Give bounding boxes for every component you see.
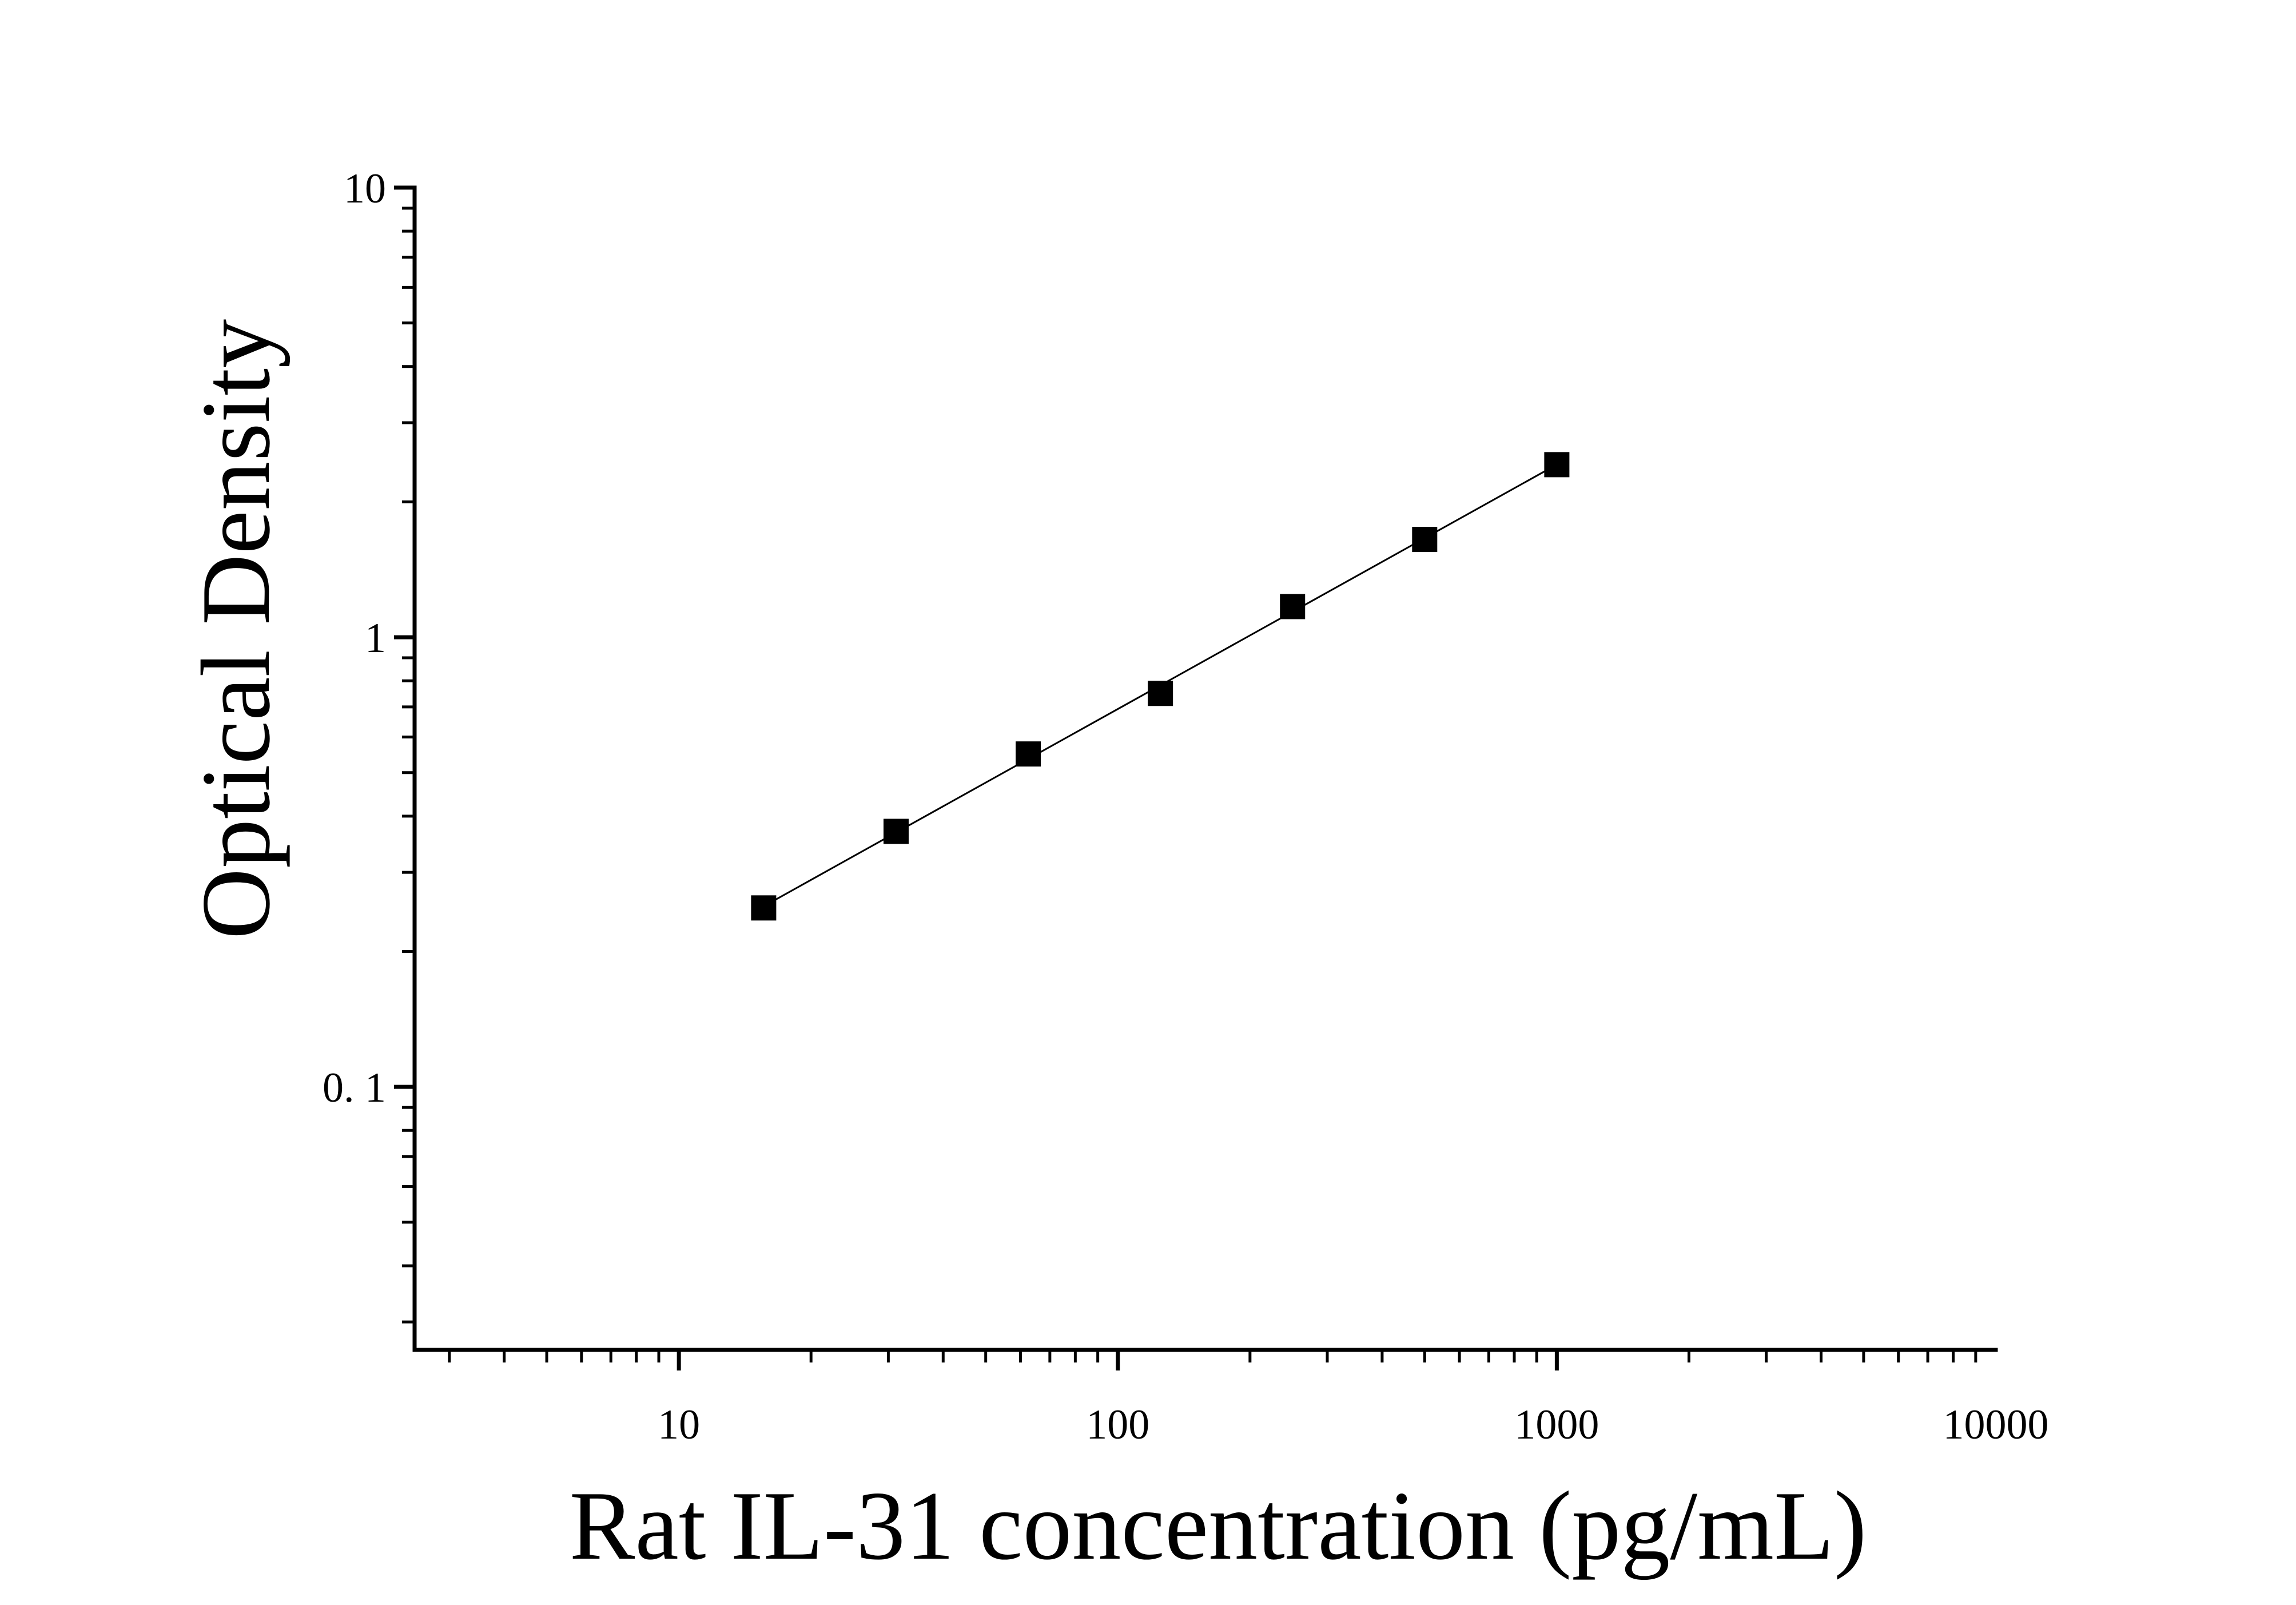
data-point [1280,594,1306,619]
data-point [751,895,777,921]
data-point [1148,681,1173,706]
x-tick-label: 1000 [1514,1401,1599,1448]
data-points [751,452,1570,921]
data-point [884,819,909,844]
x-axis-title: Rat IL-31 concentration (pg/mL) [570,1472,1867,1580]
tick-labels: 10 100 1000 10000 0. 1 1 10 [323,165,2049,1448]
ticks [394,185,1977,1370]
x-tick-label: 10000 [1943,1401,2049,1448]
data-point [1412,527,1438,553]
y-tick-label: 0. 1 [323,1064,386,1111]
data-point [1016,741,1041,767]
data-point [1544,452,1570,478]
x-tick-label: 10 [658,1401,700,1448]
x-tick-label: 100 [1086,1401,1149,1448]
y-tick-label: 1 [365,615,386,662]
y-axis-title: Optical Density [182,319,291,939]
y-tick-label: 10 [344,165,386,212]
axes [412,185,1998,1352]
